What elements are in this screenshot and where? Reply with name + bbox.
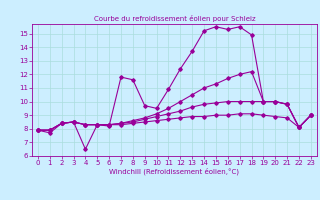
X-axis label: Windchill (Refroidissement éolien,°C): Windchill (Refroidissement éolien,°C) xyxy=(109,168,239,175)
Title: Courbe du refroidissement éolien pour Schleiz: Courbe du refroidissement éolien pour Sc… xyxy=(93,15,255,22)
